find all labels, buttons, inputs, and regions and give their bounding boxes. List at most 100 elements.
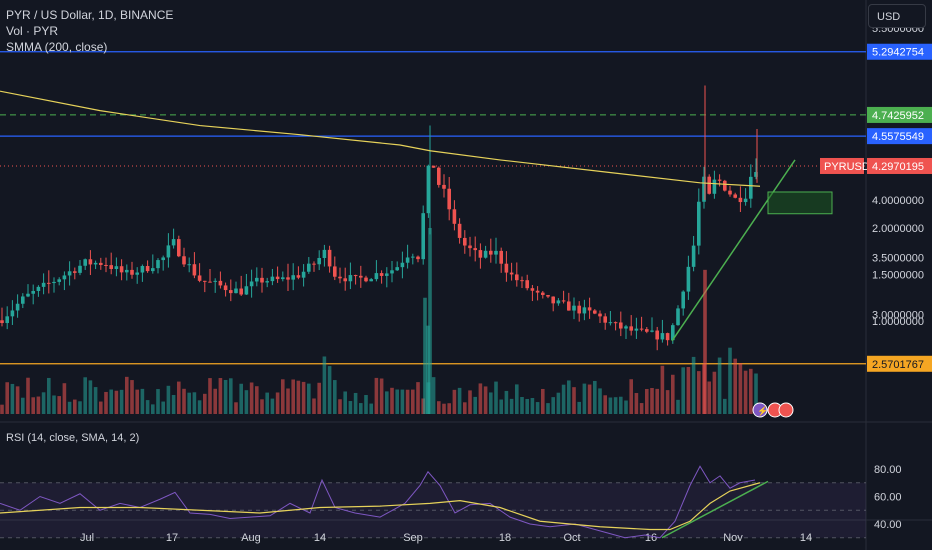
candle-body (421, 213, 425, 260)
volume-tick-label: 1.5000000 (872, 270, 924, 282)
candle-body (567, 301, 571, 311)
volume-bar (411, 389, 415, 414)
price-label: 4.5575549 (872, 131, 924, 143)
candle-body (671, 325, 675, 341)
candle-body (489, 250, 493, 255)
volume-bar (333, 380, 337, 414)
candle-body (629, 326, 633, 331)
candle-body (385, 273, 389, 276)
volume-bar (738, 363, 743, 414)
candle-body (291, 275, 295, 280)
volume-bar (41, 392, 46, 414)
volume-bar (634, 393, 639, 414)
candle-body (203, 280, 207, 282)
candle-body (369, 279, 373, 282)
candle-body (639, 328, 644, 330)
currency-button[interactable]: USD (868, 4, 926, 28)
candle-body (229, 290, 233, 294)
candle-body (587, 307, 592, 311)
candle-body (624, 326, 628, 329)
volume-bar (182, 388, 186, 414)
volume-bar (572, 387, 576, 414)
candle-body (660, 333, 665, 340)
candle-body (546, 294, 550, 297)
price-label-box (867, 128, 932, 145)
candle-body (104, 264, 108, 266)
candle-body (244, 286, 249, 295)
volume-bar (192, 392, 197, 414)
volume-legend[interactable]: Vol · PYR (6, 24, 59, 38)
candle-body (197, 275, 202, 281)
volume-bar (88, 380, 93, 414)
volume-bar (447, 403, 451, 414)
volume-bar (541, 388, 545, 414)
candle-body (353, 275, 358, 277)
volume-bar (151, 404, 155, 414)
volume-bar (499, 399, 503, 414)
volume-bar (478, 383, 483, 414)
volume-bar (109, 389, 113, 414)
candle-body (442, 184, 446, 189)
candle-body (390, 270, 394, 274)
volume-bar (431, 377, 436, 414)
volume-bar (707, 381, 711, 414)
candle-body (130, 269, 134, 275)
volume-bar (452, 389, 457, 414)
candle-body (723, 180, 727, 191)
volume-bar (749, 368, 753, 414)
volume-bar (551, 397, 555, 414)
rsi-legend[interactable]: RSI (14, close, SMA, 14, 2) (6, 432, 140, 444)
candle-body (265, 281, 269, 283)
candle-body (99, 262, 103, 265)
volume-bar (686, 366, 691, 414)
candle-body (504, 263, 509, 273)
volume-bar (255, 386, 259, 414)
candle-body (286, 277, 290, 280)
volume-bar (655, 388, 659, 414)
volume-bar (385, 391, 389, 414)
volume-bar (733, 358, 737, 414)
candle-body (754, 172, 758, 177)
candle-body (452, 209, 457, 224)
candle-body (359, 275, 363, 278)
volume-bar (395, 389, 399, 414)
time-tick-label: Sep (403, 532, 423, 544)
smma-line (0, 90, 761, 187)
candle-body (520, 280, 524, 282)
volume-bar (73, 399, 77, 414)
candle-body (400, 262, 405, 268)
candle-body (166, 245, 171, 258)
candle-body (140, 266, 145, 273)
volume-bar (556, 392, 561, 414)
candle-body (135, 272, 139, 275)
volume-bar (322, 356, 327, 414)
candle-body (676, 308, 680, 326)
volume-bar (208, 378, 212, 414)
volume-bar (665, 390, 670, 414)
candle-body (208, 281, 212, 283)
volume-bar (629, 379, 633, 414)
candle-body (561, 300, 566, 302)
volume-bar (437, 401, 441, 414)
candle-body (634, 328, 639, 331)
smma-legend[interactable]: SMMA (200, close) (6, 40, 108, 54)
volume-bar (213, 388, 217, 414)
volume-bar (119, 389, 124, 414)
volume-bar (567, 380, 571, 414)
volume-bar (509, 398, 514, 414)
volume-bar (218, 378, 223, 414)
symbol-legend[interactable]: PYR / US Dollar, 1D, BINANCE (6, 8, 174, 22)
candle-body (405, 257, 410, 263)
volume-bar (374, 377, 379, 414)
candle-body (515, 274, 519, 281)
volume-bar (156, 389, 160, 414)
volume-bar (286, 388, 290, 414)
volume-bar (343, 391, 347, 414)
candle-body (52, 281, 56, 284)
candle-body (348, 275, 353, 282)
lightning-icon (752, 402, 768, 418)
candle-body (738, 197, 743, 203)
volume-bar (203, 393, 207, 414)
